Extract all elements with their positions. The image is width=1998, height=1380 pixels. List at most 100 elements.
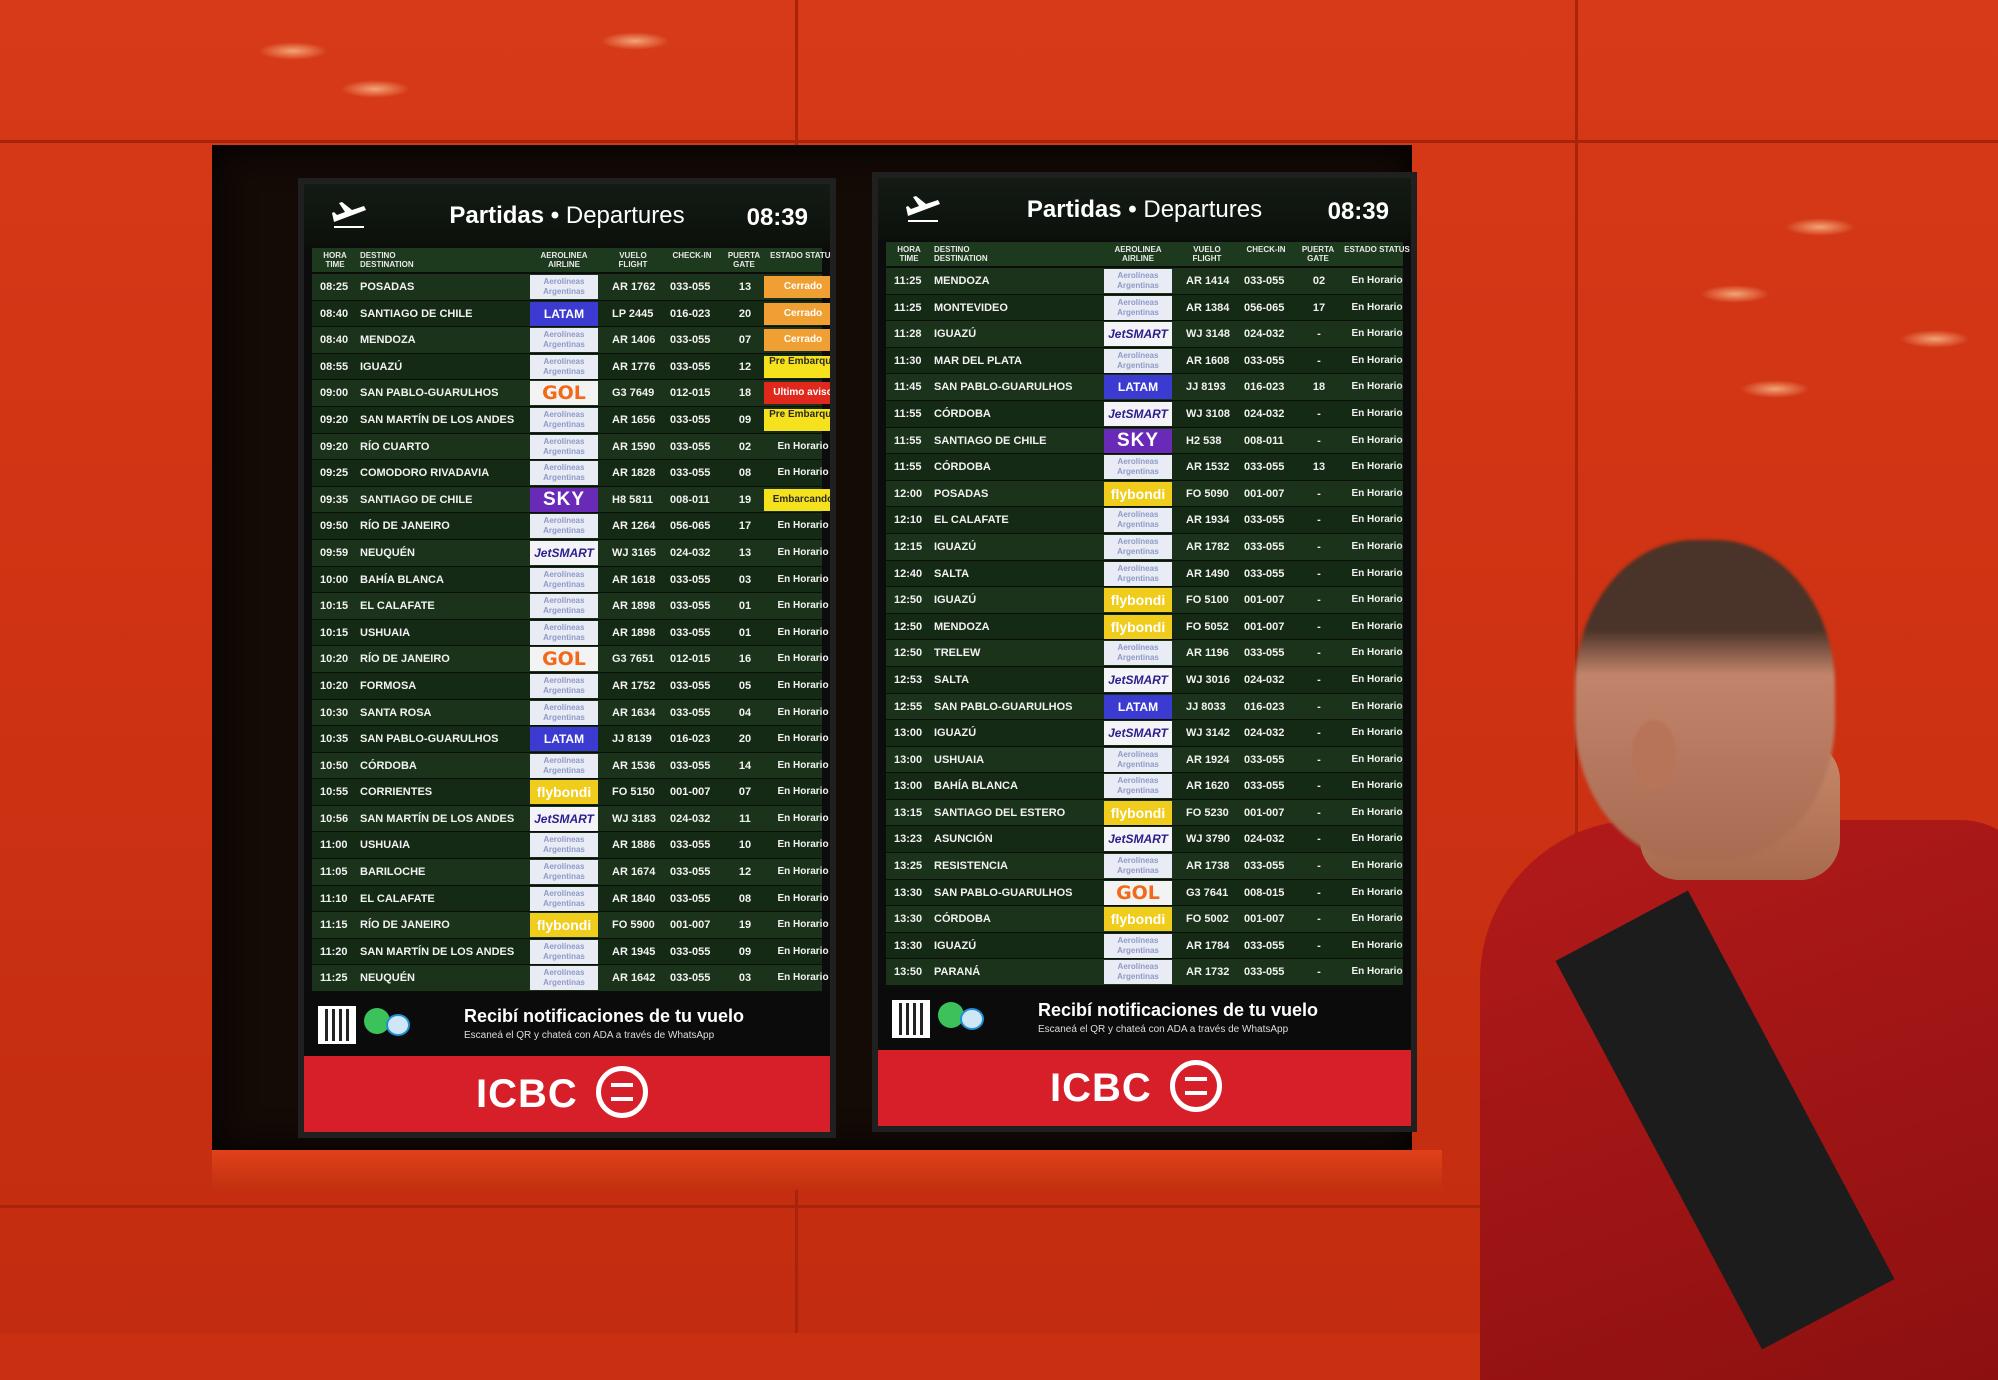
ceiling-light-reflection [1785, 218, 1855, 236]
flight-status-badge: En Horario [1351, 806, 1403, 818]
airline-logo-aerolineas: Aerolíneas Argentinas [1104, 269, 1172, 293]
flight-number: AR 1732 [1186, 966, 1230, 979]
airline-logo-aerolineas: Aerolíneas Argentinas [530, 461, 598, 486]
flight-status-badge: En Horario [777, 546, 829, 558]
flight-time: 09:35 [320, 493, 349, 506]
promo-subtitle: Escaneá el QR y chateá con ADA a través … [1038, 1024, 1289, 1036]
airline-logo-aerolineas: Aerolíneas Argentinas [1104, 960, 1172, 985]
gate-number: 13 [738, 546, 752, 559]
flight-destination: ASUNCIÓN [934, 833, 993, 846]
flight-number: AR 1196 [1186, 647, 1229, 660]
flight-number: FO 5052 [1186, 620, 1229, 633]
wall-seam [0, 140, 1998, 143]
checkin-counters: 033-055 [670, 706, 711, 719]
airline-logo-gol: GOL [530, 381, 598, 406]
board-title-es: Partidas [449, 202, 545, 229]
airline-logo-jetsmart: JetSMART [1104, 401, 1172, 426]
checkin-counters: 001-007 [1244, 806, 1285, 819]
qr-code[interactable] [318, 1006, 356, 1045]
flight-time: 10:15 [320, 626, 349, 639]
flight-number: WJ 3016 [1186, 673, 1231, 686]
checkin-counters: 024-032 [1244, 328, 1285, 341]
airline-logo-aerolineas: Aerolíneas Argentinas [530, 328, 598, 353]
flight-row: 08:25 POSADAS Aerolíneas Argentinas AR 1762… [312, 274, 830, 301]
checkin-counters: 012-015 [670, 387, 711, 400]
checkin-counters: 024-032 [1244, 407, 1285, 420]
flight-destination: MENDOZA [934, 620, 990, 633]
flight-row: 09:59 NEUQUÉN JetSMART WJ 3165 024-032 13 En H… [312, 539, 829, 567]
flight-destination: SANTIAGO DE CHILE [360, 307, 473, 320]
flight-status-badge: En Horario [777, 706, 829, 718]
gate-number: 18 [1312, 381, 1326, 394]
whatsapp-icon [364, 1008, 390, 1035]
checkin-counters: 024-032 [670, 812, 711, 825]
flight-time: 08:40 [320, 307, 349, 320]
gate-number: - [1317, 860, 1321, 873]
flight-status-badge: Pre Embarque [764, 355, 830, 378]
flight-status-badge: En Horario [1351, 939, 1403, 951]
flight-row: 11:30 MAR DEL PLATA Aerolíneas Argentinas A… [886, 347, 1403, 375]
flight-status-badge: En Horario [777, 786, 829, 798]
flight-destination: CORRIENTES [360, 786, 433, 799]
flight-time: 11:05 [320, 866, 348, 879]
flight-status-badge: En Horario [1351, 833, 1403, 845]
flight-status-badge: En Horario [1351, 886, 1403, 898]
airline-logo-jetsmart: JetSMART [1104, 721, 1172, 746]
flight-destination: BAHÍA BLANCA [360, 573, 444, 586]
checkin-counters: 033-055 [670, 467, 711, 480]
flight-row: 11:28 IGUAZÚ JetSMART WJ 3148 024-032 - En Hor… [886, 321, 1403, 348]
flight-time: 13:30 [894, 913, 923, 926]
flight-row: 11:55 CÓRDOBA Aerolíneas Argentinas AR 1532… [886, 454, 1403, 481]
qr-code[interactable] [892, 1000, 930, 1039]
checkin-counters: 008-015 [1244, 886, 1285, 899]
gate-number: - [1317, 966, 1321, 979]
flight-row: 12:55 SAN PABLO-GUARULHOS LATAM JJ 8033 016-… [886, 693, 1403, 721]
flight-destination: SAN PABLO-GUARULHOS [360, 733, 499, 746]
checkin-counters: 033-055 [1244, 514, 1285, 527]
gate-number: 08 [738, 467, 752, 480]
checkin-counters: 033-055 [670, 945, 711, 958]
airline-logo-aerolineas: Aerolíneas Argentinas [1104, 348, 1172, 373]
airline-logo-aerolineas: Aerolíneas Argentinas [1104, 534, 1172, 559]
flight-destination: IGUAZÚ [934, 939, 977, 952]
flight-number: FO 5090 [1186, 487, 1229, 500]
gate-number: 12 [738, 866, 752, 879]
flight-time: 09:20 [320, 413, 349, 426]
checkin-counters: 033-055 [1244, 275, 1285, 287]
gate-number: 16 [738, 653, 752, 666]
gate-number: - [1317, 673, 1321, 686]
airline-logo-aerolineas: Aerolíneas Argentinas [530, 886, 598, 911]
flight-row: 09:00 SAN PABLO-GUARULHOS GOL G3 7649 012-01… [312, 380, 830, 407]
gate-number: - [1317, 939, 1321, 952]
flight-row: 11:25 NEUQUÉN Aerolíneas Argentinas AR 1642… [312, 965, 829, 993]
gate-number: 05 [738, 679, 752, 692]
flight-time: 12:40 [894, 567, 923, 580]
gate-number: - [1317, 780, 1321, 793]
board-title-es: Partidas [1026, 196, 1122, 223]
flight-number: AR 1886 [612, 839, 656, 852]
flight-number: AR 1532 [1186, 461, 1230, 474]
checkin-counters: 033-055 [670, 413, 711, 426]
gate-number: - [1317, 700, 1321, 713]
flight-destination: CÓRDOBA [360, 759, 417, 772]
flight-time: 12:53 [894, 673, 923, 686]
checkin-counters: 033-055 [670, 573, 711, 586]
flight-time: 13:00 [894, 727, 923, 740]
departures-board-left: Partidas • Departures 08:39 HORA TIME DESTI… [298, 178, 836, 1138]
flight-number: AR 1674 [612, 866, 656, 879]
promo-title: Recibí notificaciones de tu vuelo [1038, 1000, 1319, 1021]
checkin-counters: 024-032 [1244, 727, 1285, 740]
airline-logo-aerolineas: Aerolíneas Argentinas [530, 594, 598, 619]
flight-status-badge: Ultimo aviso [764, 382, 830, 405]
airline-logo-flybondi: flybondi [1104, 907, 1172, 932]
flight-status-badge: En Horario [777, 733, 829, 745]
flight-row: 11:25 MENDOZA Aerolíneas Argentinas AR 1414… [886, 268, 1403, 295]
flight-time: 12:10 [894, 514, 923, 527]
person-head [1575, 540, 1835, 860]
airline-logo-aerolineas: Aerolíneas Argentinas [530, 700, 598, 725]
ceiling-light-reflection [1740, 380, 1810, 398]
flight-time: 11:55 [894, 407, 922, 420]
gate-number: 03 [738, 972, 752, 985]
board-title-en: Departures [565, 202, 685, 229]
flight-status-badge: En Horario [1351, 328, 1403, 340]
